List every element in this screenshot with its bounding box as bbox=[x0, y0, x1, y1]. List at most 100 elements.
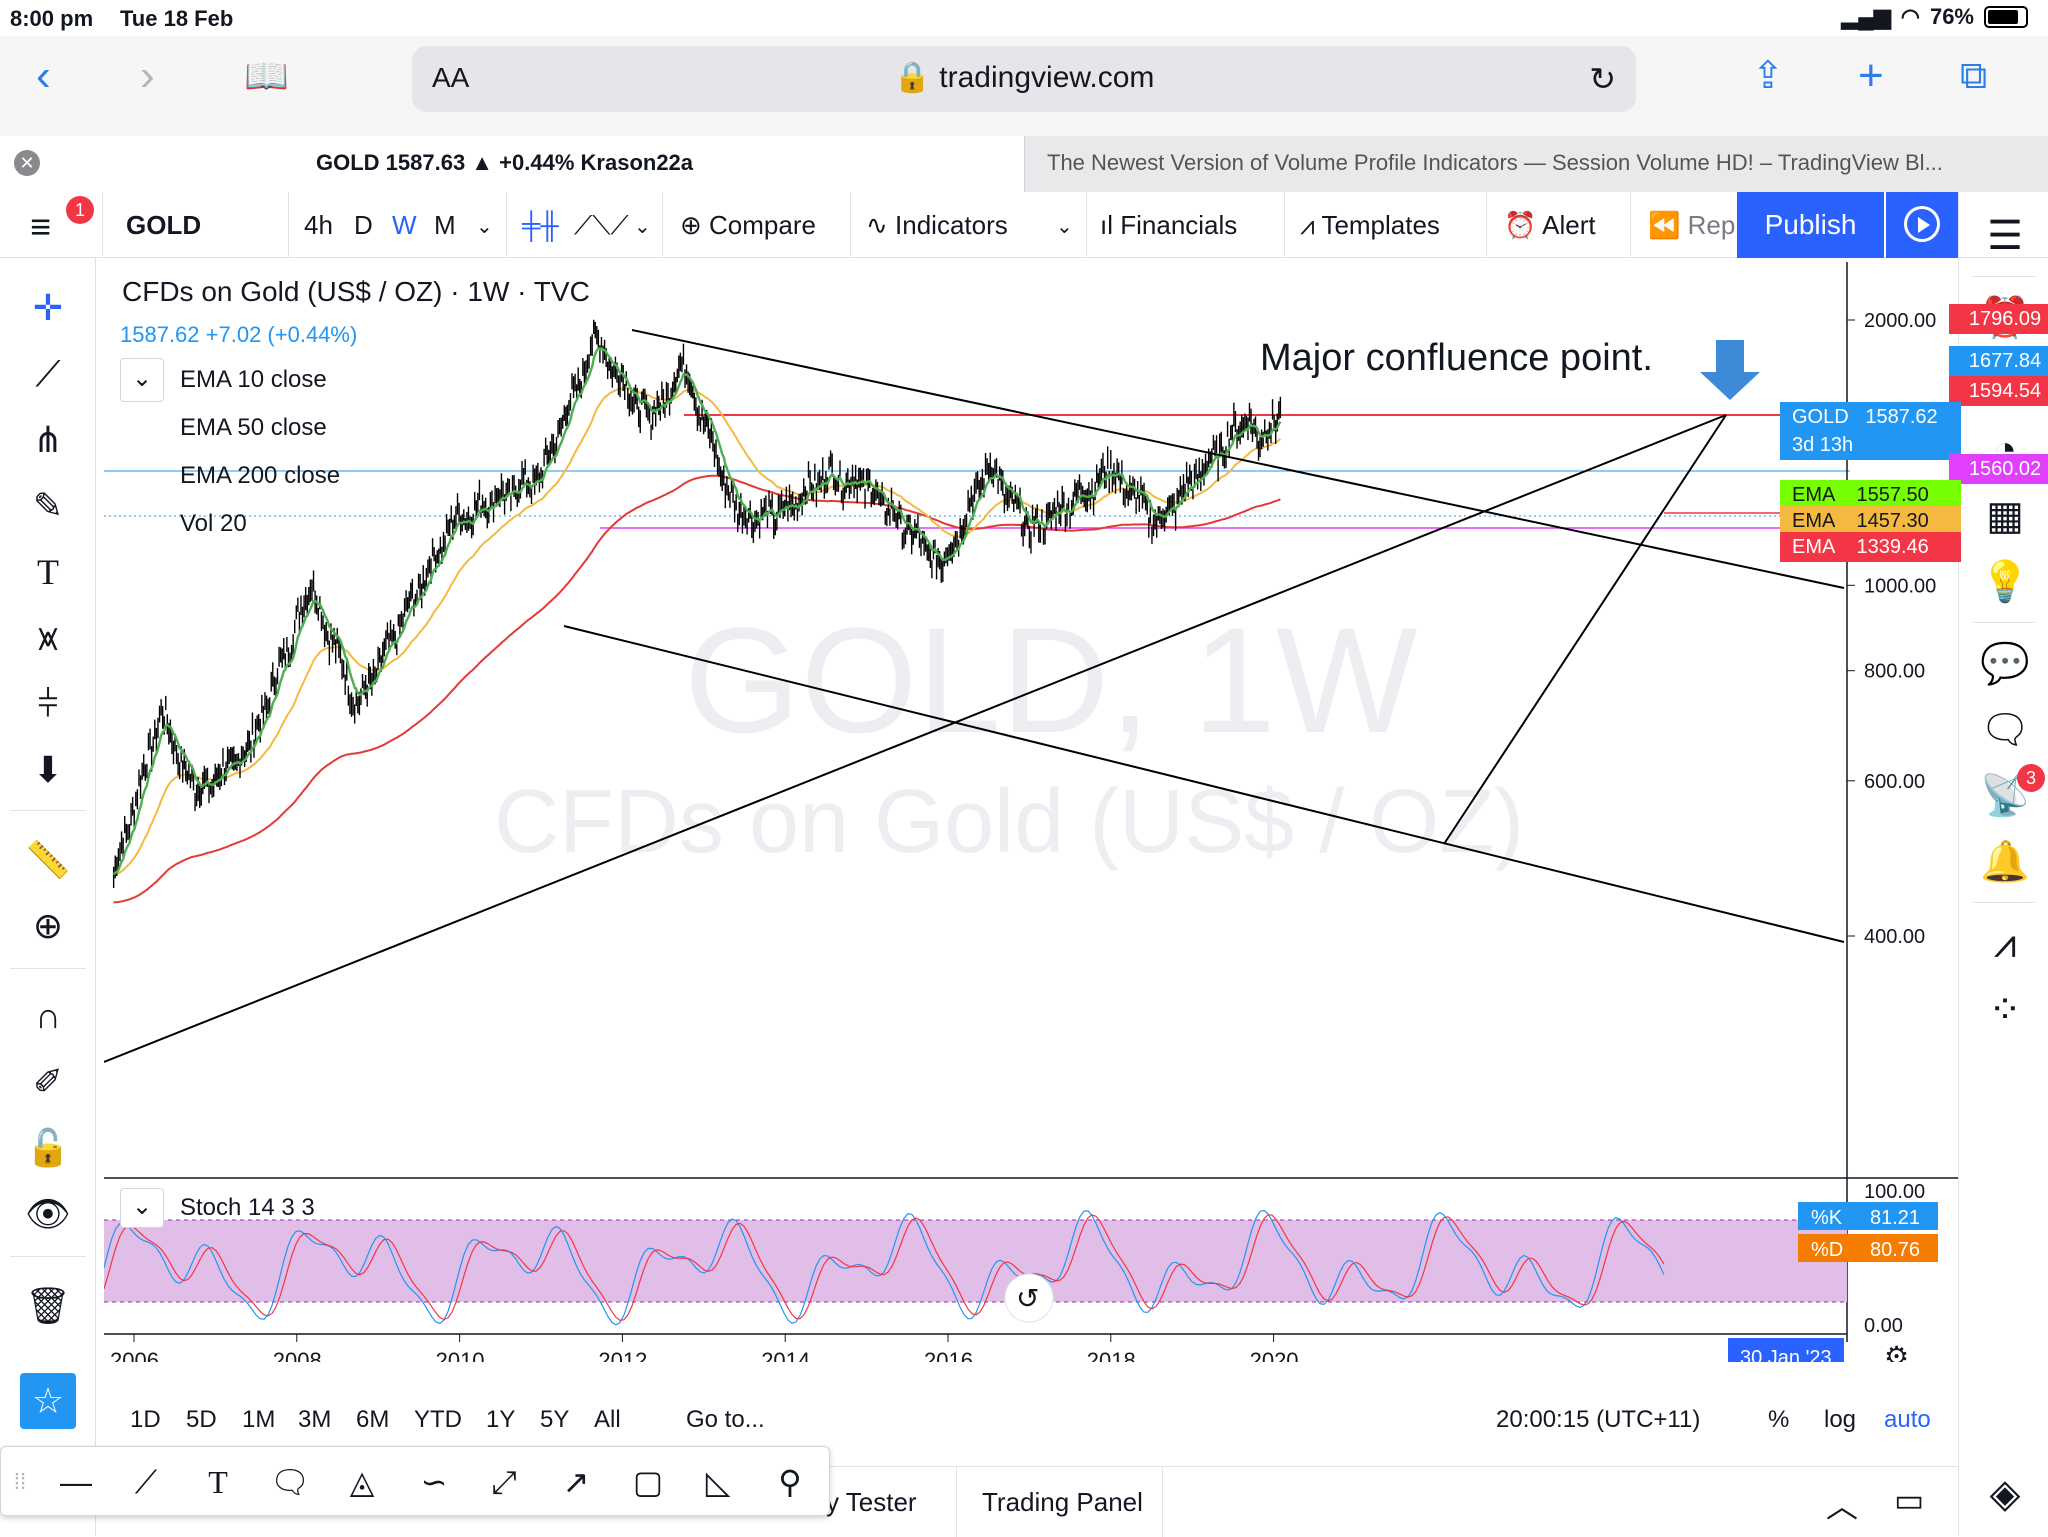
forward-icon[interactable]: › bbox=[140, 51, 155, 100]
layers-icon[interactable]: ◈ bbox=[1989, 1472, 2021, 1516]
unlock-icon[interactable]: 🔓 bbox=[25, 1127, 71, 1168]
range-button-1d[interactable]: 1D bbox=[130, 1406, 161, 1433]
stoch-collapse-button[interactable]: ⌄ bbox=[120, 1188, 164, 1228]
text-tool-icon[interactable]: T bbox=[37, 552, 59, 592]
indicator-ema200[interactable]: EMA 200 close bbox=[180, 462, 341, 489]
range-button-6m[interactable]: 6M bbox=[356, 1406, 390, 1433]
chart-type-dropdown-icon[interactable]: ⌄ bbox=[634, 216, 651, 238]
arrow-down-icon[interactable]: ⬇ bbox=[32, 749, 64, 790]
rectangle-tool-icon[interactable]: ▢ bbox=[632, 1464, 664, 1500]
range-button-1m[interactable]: 1M bbox=[242, 1406, 276, 1433]
interval-m[interactable]: M bbox=[434, 210, 456, 240]
tab-trading-panel[interactable]: Trading Panel bbox=[982, 1487, 1143, 1517]
trend-line-tool-icon[interactable]: ⟋ bbox=[134, 1464, 158, 1500]
compare-button[interactable]: ⊕ Compare bbox=[680, 210, 816, 241]
tab-gold[interactable]: ✕ GOLD 1587.63 ▲ +0.44% Krason22a bbox=[0, 136, 1024, 192]
drag-handle-icon[interactable]: ⁞⁞ bbox=[13, 1469, 27, 1494]
interval-d[interactable]: D bbox=[354, 210, 373, 240]
symbol-search[interactable]: GOLD bbox=[126, 210, 202, 240]
trash-icon[interactable]: 🗑 bbox=[25, 1285, 71, 1326]
chart-area[interactable]: GOLD, 1W CFDs on Gold (US$ / OZ) Major c… bbox=[104, 262, 2048, 1362]
interval-w[interactable]: W bbox=[392, 210, 417, 240]
zoom-in-icon[interactable]: ⊕ bbox=[32, 905, 64, 946]
dom-icon[interactable]: ⁘ bbox=[1988, 988, 2022, 1032]
magnet-icon[interactable]: ∩ bbox=[35, 995, 61, 1036]
range-button-5y[interactable]: 5Y bbox=[540, 1406, 570, 1433]
interval-4h[interactable]: 4h bbox=[304, 210, 333, 240]
ruler-icon[interactable]: 📏 bbox=[25, 839, 71, 880]
settings-gear-icon[interactable]: ⚙ bbox=[1884, 1341, 1909, 1362]
range-button-3m[interactable]: 3M bbox=[298, 1406, 332, 1433]
chevron-up-icon[interactable]: ︿ bbox=[1826, 1488, 1859, 1524]
favorites-star-button[interactable]: ☆ bbox=[20, 1373, 76, 1429]
legend-collapse-button[interactable]: ⌄ bbox=[120, 358, 164, 402]
tab-strategy-tester[interactable]: y Tester bbox=[826, 1487, 917, 1517]
publish-play-button[interactable] bbox=[1886, 192, 1958, 258]
auto-toggle[interactable]: auto bbox=[1884, 1406, 1931, 1433]
horizontal-line-tool-icon[interactable]: — bbox=[60, 1464, 92, 1500]
crosshair-icon[interactable]: ✛ bbox=[32, 287, 64, 328]
templates-button[interactable]: ⩘ Templates bbox=[1300, 210, 1440, 242]
annotation-arrow-icon[interactable] bbox=[1700, 340, 1760, 400]
chart-type-icon[interactable]: ⟋⟍⟋ bbox=[574, 210, 629, 240]
financials-button[interactable]: ıl Financials bbox=[1100, 210, 1237, 241]
trendline-lower-channel[interactable] bbox=[563, 625, 1845, 943]
indicator-vol[interactable]: Vol 20 bbox=[180, 510, 247, 537]
share-icon[interactable]: ⇪ bbox=[1752, 55, 1784, 97]
chat-icon[interactable]: 🗨 bbox=[1979, 708, 2031, 752]
bell-icon[interactable]: 🔔 bbox=[1980, 840, 2030, 884]
range-button-1y[interactable]: 1Y bbox=[486, 1406, 516, 1433]
text-tool-icon[interactable]: T bbox=[208, 1464, 228, 1500]
indicators-button[interactable]: ∿ Indicators bbox=[866, 210, 1008, 241]
range-button-all[interactable]: All bbox=[594, 1406, 621, 1433]
trendline-long-support[interactable] bbox=[104, 414, 1727, 1063]
range-button-ytd[interactable]: YTD bbox=[414, 1406, 462, 1433]
trendline-upper-channel[interactable] bbox=[631, 329, 1845, 589]
calendar-icon[interactable]: ▦ bbox=[1986, 494, 2024, 538]
pitchfork-icon[interactable]: ⋔ bbox=[32, 419, 64, 460]
interval-dropdown-icon[interactable]: ⌄ bbox=[476, 216, 493, 238]
lock-drawing-icon[interactable]: ✐ bbox=[32, 1061, 64, 1102]
indicator-stoch[interactable]: Stoch 14 3 3 bbox=[180, 1194, 315, 1221]
address-bar[interactable]: AA 🔒 tradingview.com ↻ bbox=[412, 46, 1636, 112]
reader-aa-button[interactable]: AA bbox=[432, 62, 470, 93]
tabs-overview-icon[interactable]: ⧉ bbox=[1960, 55, 1988, 97]
close-tab-icon[interactable]: ✕ bbox=[14, 150, 40, 176]
back-icon[interactable]: ‹ bbox=[36, 51, 51, 100]
goto-button[interactable]: Go to... bbox=[686, 1406, 765, 1433]
price-chart[interactable]: GOLD, 1W CFDs on Gold (US$ / OZ) Major c… bbox=[104, 262, 1958, 1362]
trendline-icon[interactable]: ⟋ bbox=[35, 353, 61, 394]
maximize-panel-icon[interactable]: ▭ bbox=[1894, 1482, 1925, 1518]
publish-button[interactable]: Publish bbox=[1737, 192, 1884, 258]
bookmarks-icon[interactable]: 📖 bbox=[244, 55, 289, 96]
measure-tool-icon[interactable]: ⚲ bbox=[778, 1464, 802, 1500]
eye-icon[interactable]: 👁 bbox=[25, 1193, 71, 1234]
path-tool-icon[interactable]: ◬ bbox=[349, 1464, 375, 1500]
tab-blog[interactable]: The Newest Version of Volume Profile Ind… bbox=[1024, 136, 2048, 192]
menu-icon[interactable]: ≡ bbox=[30, 206, 52, 247]
log-toggle[interactable]: log bbox=[1824, 1406, 1857, 1433]
trendline-steep-support[interactable] bbox=[1443, 414, 1727, 845]
prediction-icon[interactable]: ⫩ bbox=[37, 683, 59, 724]
candles-icon[interactable]: ╪╫ bbox=[522, 210, 559, 240]
curve-tool-icon[interactable]: ∽ bbox=[420, 1464, 448, 1500]
pattern-icon[interactable]: ⩙ bbox=[37, 617, 59, 658]
new-tab-icon[interactable]: + bbox=[1858, 51, 1884, 100]
triangle-tool-icon[interactable]: ◺ bbox=[705, 1464, 731, 1500]
chats-icon[interactable]: 💬 bbox=[1980, 642, 2030, 686]
alert-button[interactable]: ⏰ Alert bbox=[1504, 210, 1596, 241]
range-button-5d[interactable]: 5D bbox=[186, 1406, 217, 1433]
callout-tool-icon[interactable]: 🗨 bbox=[269, 1464, 311, 1500]
annotation-text[interactable]: Major confluence point. bbox=[1260, 337, 1653, 379]
replay-button[interactable]: ⏪ Rep bbox=[1648, 210, 1735, 241]
ideas-icon[interactable]: 💡 bbox=[1980, 560, 2030, 604]
reset-chart-button[interactable] bbox=[1004, 1273, 1054, 1323]
indicators-dropdown-icon[interactable]: ⌄ bbox=[1056, 216, 1073, 238]
timezone-clock[interactable]: 20:00:15 (UTC+11) bbox=[1496, 1406, 1701, 1433]
indicator-ema50[interactable]: EMA 50 close bbox=[180, 414, 327, 441]
indicator-ema10[interactable]: EMA 10 close bbox=[180, 366, 327, 393]
percent-toggle[interactable]: % bbox=[1768, 1406, 1790, 1433]
reload-icon[interactable]: ↻ bbox=[1589, 61, 1616, 97]
trading-icon[interactable]: ⩘ bbox=[1993, 922, 2017, 966]
arrow-tool-icon[interactable]: ↗ bbox=[562, 1464, 590, 1500]
